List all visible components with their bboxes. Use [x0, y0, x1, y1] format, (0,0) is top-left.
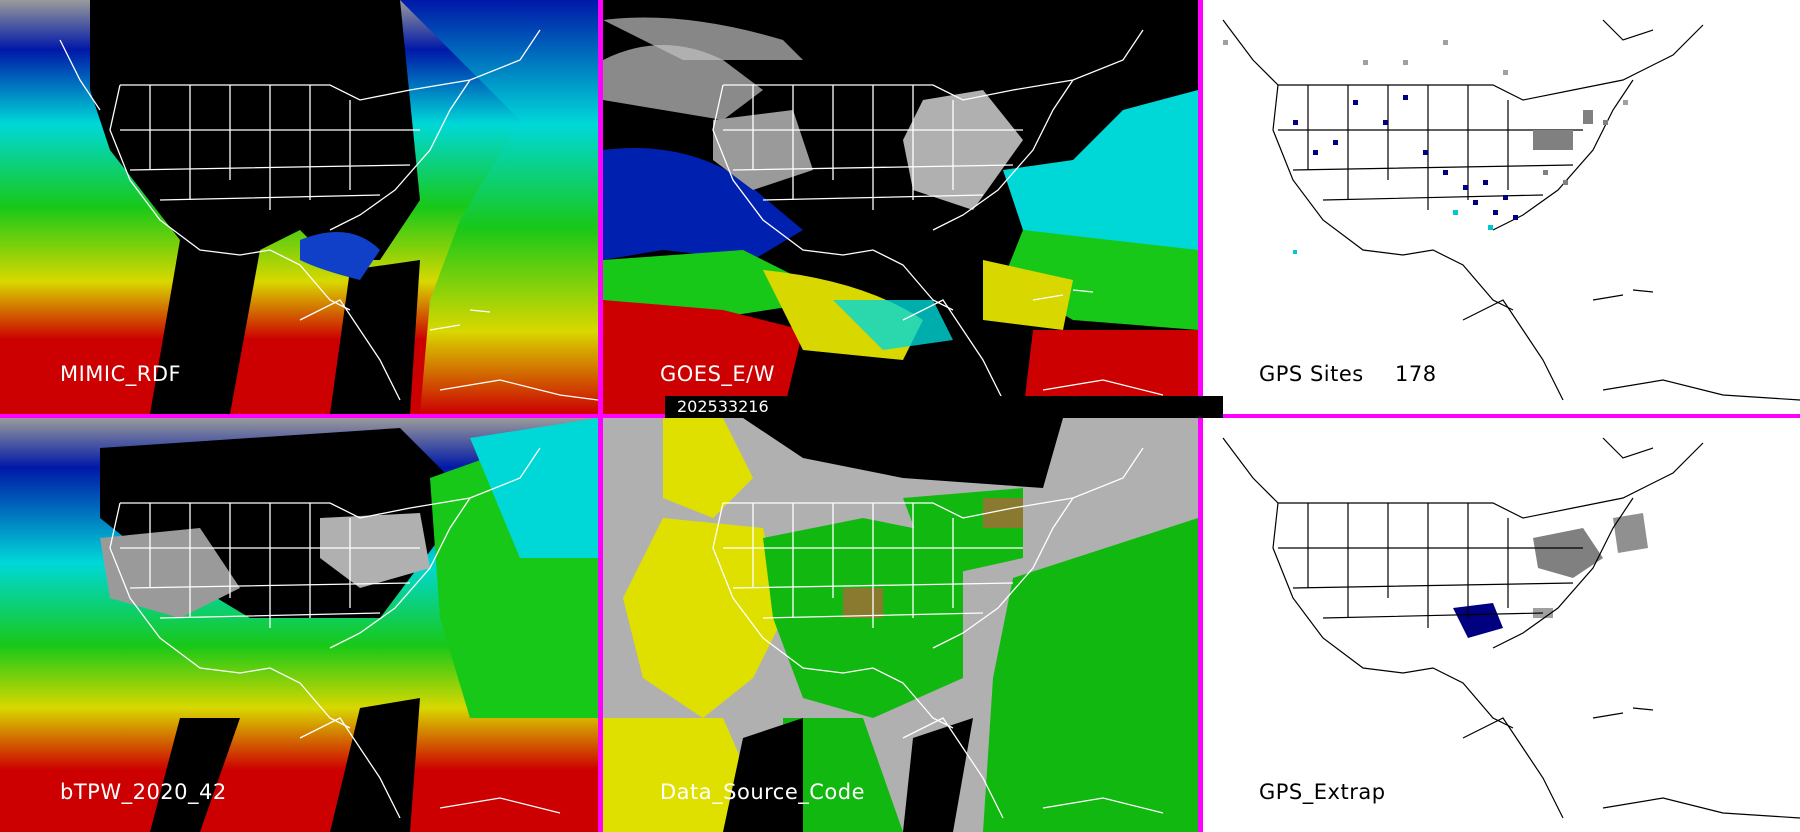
panel-mimic-rdf: MIMIC_RDF — [0, 0, 598, 414]
panel-label: bTPW_2020_42 — [60, 780, 227, 804]
goes-ew-map — [603, 0, 1198, 414]
panel-label: GPS Sites — [1259, 362, 1364, 386]
panel-goes-ew: GOES_E/W — [603, 0, 1198, 414]
panel-gps-sites: GPS Sites 178 — [1203, 0, 1800, 414]
panel-data-source-code: Data_Source_Code — [603, 418, 1198, 832]
panel-gps-extrap: GPS_Extrap — [1203, 418, 1800, 832]
data-source-code-map — [603, 418, 1198, 832]
panel-label: GPS_Extrap — [1259, 780, 1386, 804]
panel-label: MIMIC_RDF — [60, 362, 182, 386]
mimic-rdf-map — [0, 0, 598, 414]
btpw-map — [0, 418, 598, 832]
panel-btpw: bTPW_2020_42 — [0, 418, 598, 832]
panel-label: Data_Source_Code — [660, 780, 866, 804]
site-count: 178 — [1395, 362, 1437, 386]
timestamp-bar: 202533216 — [665, 396, 1223, 418]
gps-extrap-map — [1203, 418, 1800, 832]
gps-sites-map — [1203, 0, 1800, 414]
panel-label: GOES_E/W — [660, 362, 776, 386]
